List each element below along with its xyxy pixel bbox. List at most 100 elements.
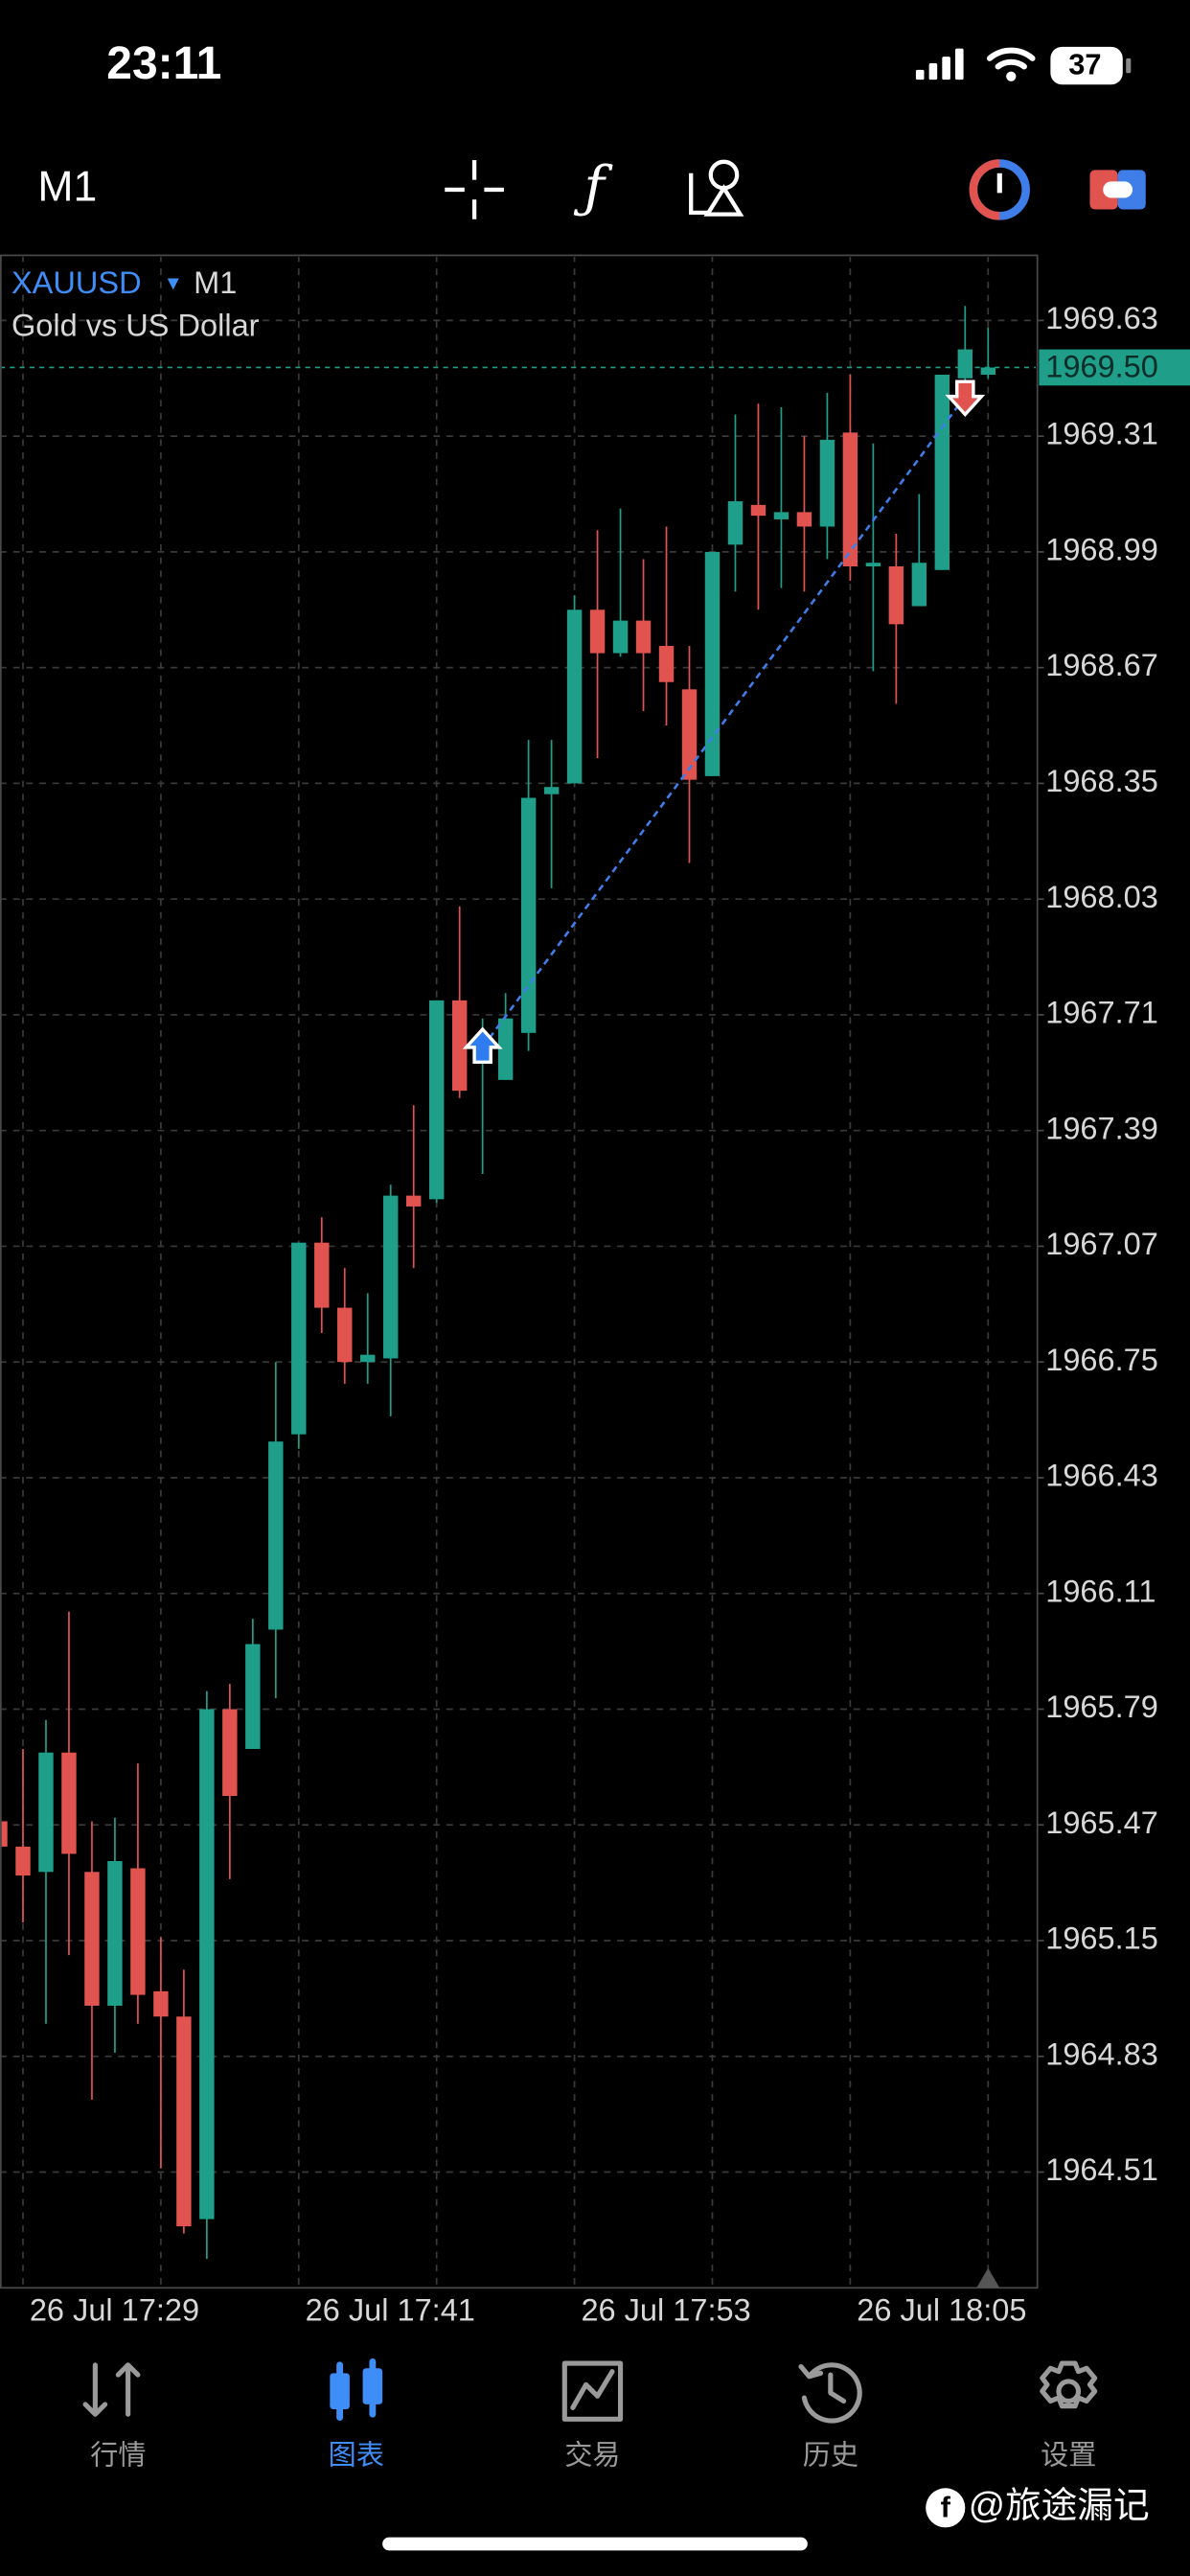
trade-line	[481, 395, 967, 1048]
candle-body	[957, 349, 973, 379]
trade-icon[interactable]	[1089, 170, 1146, 210]
candle-body	[819, 439, 835, 527]
symbol-name[interactable]: XAUUSD	[11, 265, 142, 300]
y-tick-label: 1969.63	[1045, 301, 1158, 335]
tab-icon[interactable]	[1040, 2360, 1098, 2409]
tab-icon[interactable]	[561, 2360, 624, 2422]
y-tick-label: 1967.07	[1045, 1227, 1158, 1261]
y-tick-label: 1968.35	[1045, 764, 1158, 798]
x-tick-label: 26 Jul 18:05	[857, 2293, 1026, 2328]
watermark-icon	[926, 2488, 966, 2528]
candle-body	[796, 512, 812, 527]
candle-body	[773, 512, 790, 519]
symbol-dropdown[interactable]	[167, 278, 179, 290]
x-tick-label: 26 Jul 17:41	[306, 2293, 475, 2328]
candle-body	[107, 1860, 123, 2006]
plot-area	[1, 257, 1036, 2287]
tab-label[interactable]: 交易	[564, 2439, 620, 2471]
tab-icon[interactable]	[82, 2362, 141, 2417]
candle-body	[405, 1195, 422, 1207]
y-tick-label: 1965.79	[1045, 1690, 1158, 1724]
candle-body	[658, 646, 675, 682]
candle-body	[727, 501, 744, 545]
watermark-logo: f	[941, 2491, 951, 2524]
y-tick-label: 1965.47	[1045, 1806, 1158, 1840]
candle-body	[360, 1354, 376, 1363]
candle-body	[38, 1752, 54, 1873]
watermark: @旅途漏记	[969, 2485, 1150, 2525]
candle-body	[566, 610, 583, 784]
candle-body	[888, 565, 904, 625]
y-tick-label: 1968.67	[1045, 648, 1158, 682]
y-tick-label: 1966.11	[1045, 1574, 1156, 1608]
buy-arrow	[462, 1026, 503, 1065]
tab-bar: 行情 图表 交易 历史 设置	[82, 2358, 1098, 2471]
y-tick-label: 1967.71	[1045, 996, 1158, 1030]
y-tick-label: 1966.75	[1045, 1343, 1158, 1377]
candle-body	[291, 1242, 307, 1435]
candle-body	[222, 1709, 238, 1797]
y-tick-label: 1964.51	[1045, 2152, 1158, 2187]
signal-icon	[915, 48, 964, 80]
candle-body	[314, 1242, 330, 1308]
candle-body	[911, 563, 927, 607]
candle-body	[980, 367, 995, 375]
wifi-dot	[1006, 71, 1017, 81]
y-tick-label: 1965.15	[1045, 1921, 1158, 1956]
x-tick-label: 26 Jul 17:53	[581, 2293, 750, 2328]
battery	[1050, 46, 1123, 85]
tab-icon[interactable]	[330, 2358, 383, 2422]
candle-body	[337, 1307, 353, 1363]
y-tick-label: 1968.99	[1045, 532, 1158, 566]
battery-tip	[1126, 58, 1132, 74]
y-tick-label: 1968.03	[1045, 880, 1158, 914]
tab-label[interactable]: 历史	[803, 2439, 858, 2471]
candle-body	[543, 787, 560, 794]
candle-body	[750, 504, 767, 517]
timeframe-button[interactable]: M1	[37, 164, 97, 211]
candle-body	[383, 1195, 399, 1359]
candle-body	[451, 1000, 468, 1092]
tab-label[interactable]: 设置	[1041, 2440, 1096, 2471]
home-indicator	[382, 2537, 808, 2551]
candle-body	[268, 1441, 284, 1630]
candle-body	[245, 1644, 261, 1749]
candle-body	[612, 620, 629, 654]
candle-body	[704, 551, 721, 776]
y-tick-label: 1966.43	[1045, 1459, 1158, 1493]
candle-body	[520, 797, 537, 1033]
candle-body	[84, 1872, 100, 2006]
candle-body	[1, 1821, 8, 1847]
y-tick-label: 1967.39	[1045, 1111, 1158, 1145]
plot-frame	[0, 254, 1039, 2289]
candle-body	[842, 432, 858, 566]
candle-body	[61, 1752, 77, 1854]
tab-label[interactable]: 行情	[90, 2439, 146, 2471]
sell-arrow	[945, 380, 986, 418]
current-price-box	[1039, 349, 1190, 386]
candle-body	[681, 689, 698, 780]
crosshair-icon[interactable]	[445, 160, 504, 219]
objects-icon[interactable]	[689, 159, 744, 217]
battery-level: 37	[1068, 48, 1101, 81]
status-time: 23:11	[106, 38, 221, 89]
candle-body	[865, 563, 881, 566]
tab-icon[interactable]	[798, 2362, 862, 2424]
indicator-icon[interactable]: ƒ	[573, 154, 613, 219]
tab-label[interactable]: 图表	[329, 2439, 384, 2471]
candle-body	[497, 1018, 514, 1080]
candle-body	[15, 1846, 31, 1876]
current-price-label: 1969.50	[1045, 350, 1158, 384]
candle-body	[635, 620, 652, 654]
wifi-icon	[987, 47, 1036, 70]
candle-body	[176, 2016, 192, 2227]
oneclick-icon[interactable]	[969, 159, 1030, 220]
candle-body	[153, 1990, 169, 2017]
y-tick-label: 1969.31	[1045, 417, 1158, 451]
y-tick-label: 1964.83	[1045, 2036, 1158, 2071]
candle-body	[934, 374, 950, 570]
candle-body	[130, 1868, 146, 1995]
scroll-end-marker[interactable]	[976, 2267, 1000, 2288]
